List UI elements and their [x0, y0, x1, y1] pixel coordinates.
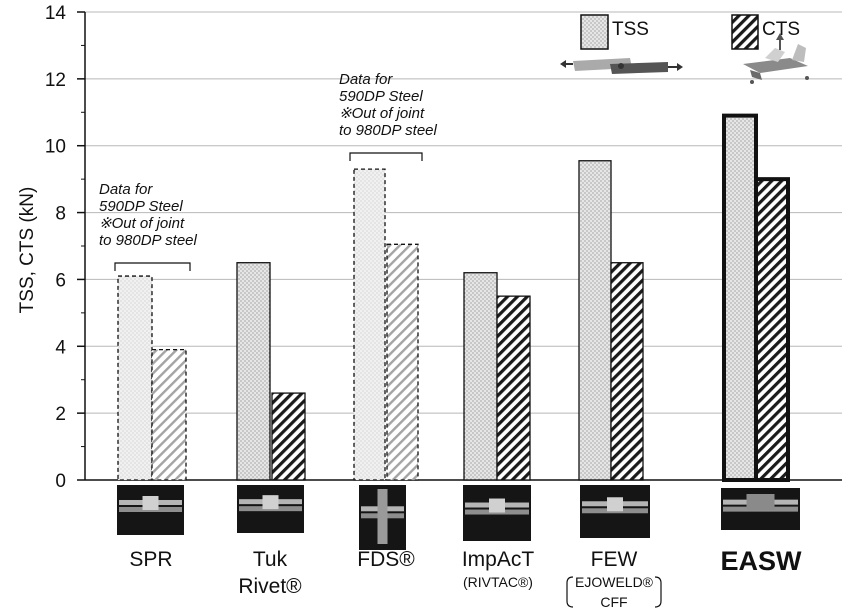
cross-section-fastener — [489, 498, 505, 513]
annotation-line: ※Out of joint — [99, 215, 185, 232]
y-tick-label: 0 — [55, 471, 66, 492]
bar-tss-impact — [463, 272, 498, 481]
annotation-line: to 980DP steel — [99, 232, 198, 249]
bars — [117, 113, 790, 482]
cross-section-fastener — [142, 496, 159, 510]
bar-cts-few — [610, 262, 644, 481]
category-sublabel: EJOWELD® — [575, 574, 654, 590]
cross-section-fastener — [377, 489, 388, 544]
category-label: SPR — [129, 548, 172, 571]
y-axis-title: TSS, CTS (kN) — [17, 187, 38, 314]
legend-cts-swatch — [731, 14, 759, 50]
cross-section-image-fds — [359, 485, 406, 550]
bar-tss-few — [578, 160, 612, 481]
y-tick-label: 8 — [55, 204, 66, 225]
annotation-line: Data for — [99, 181, 153, 198]
legend-tss-swatch — [580, 14, 609, 50]
legend-tss-label: TSS — [612, 19, 649, 40]
category-label: Tuk — [253, 548, 288, 571]
category-label-line2: Rivet® — [238, 575, 302, 598]
category-label: FDS® — [357, 548, 415, 571]
tss-test-schematic-icon — [560, 58, 683, 74]
bar-tss-easw — [722, 113, 758, 482]
y-tick-label: 10 — [45, 137, 66, 158]
annotation-line: Data for — [339, 71, 393, 88]
category-label: FEW — [591, 548, 638, 571]
annotation-line: 590DP Steel — [339, 88, 423, 105]
y-tick-label: 12 — [45, 70, 66, 91]
annotation-line: 590DP Steel — [99, 198, 183, 215]
annotation-line: to 980DP steel — [339, 122, 438, 139]
y-tick-label: 4 — [55, 337, 66, 358]
bar-cts-tuk — [271, 392, 306, 481]
bar-tss-tuk — [236, 262, 271, 481]
cross-section-image-tuk — [237, 485, 304, 533]
cross-section-image-easw — [721, 488, 800, 530]
bracket-left — [566, 576, 574, 608]
bar-cts-easw — [754, 177, 790, 482]
category-labels: SPR Tuk Rivet® FDS® ImpAcT (RIVTAC®) FEW EJOWEL… — [129, 546, 802, 609]
cross-section-images — [117, 485, 800, 550]
cross-section-image-few — [580, 485, 650, 538]
y-tick-label: 14 — [45, 3, 67, 24]
y-tick-label: 2 — [55, 404, 66, 425]
y-tick-label: 6 — [55, 270, 66, 291]
annotation-line: ※Out of joint — [339, 105, 425, 122]
category-label: ImpAcT — [462, 548, 535, 571]
cross-section-fastener — [262, 495, 279, 510]
cross-section-weld — [746, 494, 775, 510]
cross-section-fastener — [607, 497, 623, 512]
bar-tss-fds — [353, 168, 386, 481]
cts-test-schematic-icon — [743, 33, 809, 84]
category-label: EASW — [721, 546, 803, 576]
annotation-bracket — [114, 262, 191, 271]
cross-section-image-spr — [117, 485, 184, 535]
cross-section-image-impact — [463, 485, 531, 541]
bar-cts-spr — [151, 348, 187, 481]
legend: TSS CTS — [560, 14, 809, 84]
legend-cts-label: CTS — [762, 19, 800, 40]
bar-cts-fds — [386, 243, 419, 481]
annotation-bracket — [349, 152, 423, 161]
category-sublabel: (RIVTAC®) — [463, 574, 533, 590]
category-sublabel: CFF — [600, 594, 627, 609]
bracket-right — [654, 576, 662, 608]
bar-cts-impact — [496, 295, 531, 481]
bar-tss-spr — [117, 275, 153, 481]
